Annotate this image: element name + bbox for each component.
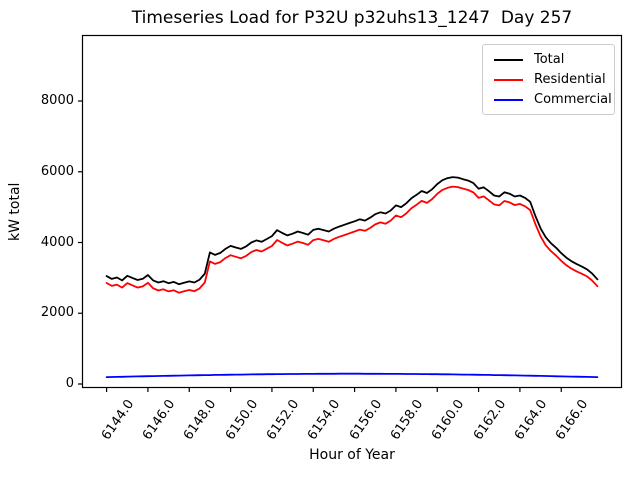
legend-item-residential: Residential [494,72,606,87]
legend-swatch-residential [494,78,523,81]
legend-swatch-commercial [494,98,523,101]
legend-label-residential: Residential [534,72,606,87]
legend-label-total: Total [534,52,565,67]
y-tick-label: 8000 [40,93,74,108]
y-axis-label: kW total [7,182,23,241]
chart-title: Timeseries Load for P32U p32uhs13_1247 D… [131,8,573,28]
legend-swatch-total [494,58,523,61]
y-tick-label: 0 [65,376,74,391]
series-total-line [105,176,599,286]
y-tick-label: 6000 [40,163,74,179]
y-tick-label: 4000 [40,234,74,250]
series-commercial-line [105,372,599,379]
legend-item-total: Total [494,52,606,67]
y-tick-label: 2000 [40,305,74,321]
series-residential-line [105,185,599,294]
legend-item-commercial: Commercial [494,92,612,107]
x-axis-label: Hour of Year [309,447,395,463]
legend: Total Residential Commercial [482,44,615,115]
axes-frame [81,34,623,389]
legend-label-commercial: Commercial [534,92,612,107]
legend-items: Total Residential Commercial [494,52,612,107]
